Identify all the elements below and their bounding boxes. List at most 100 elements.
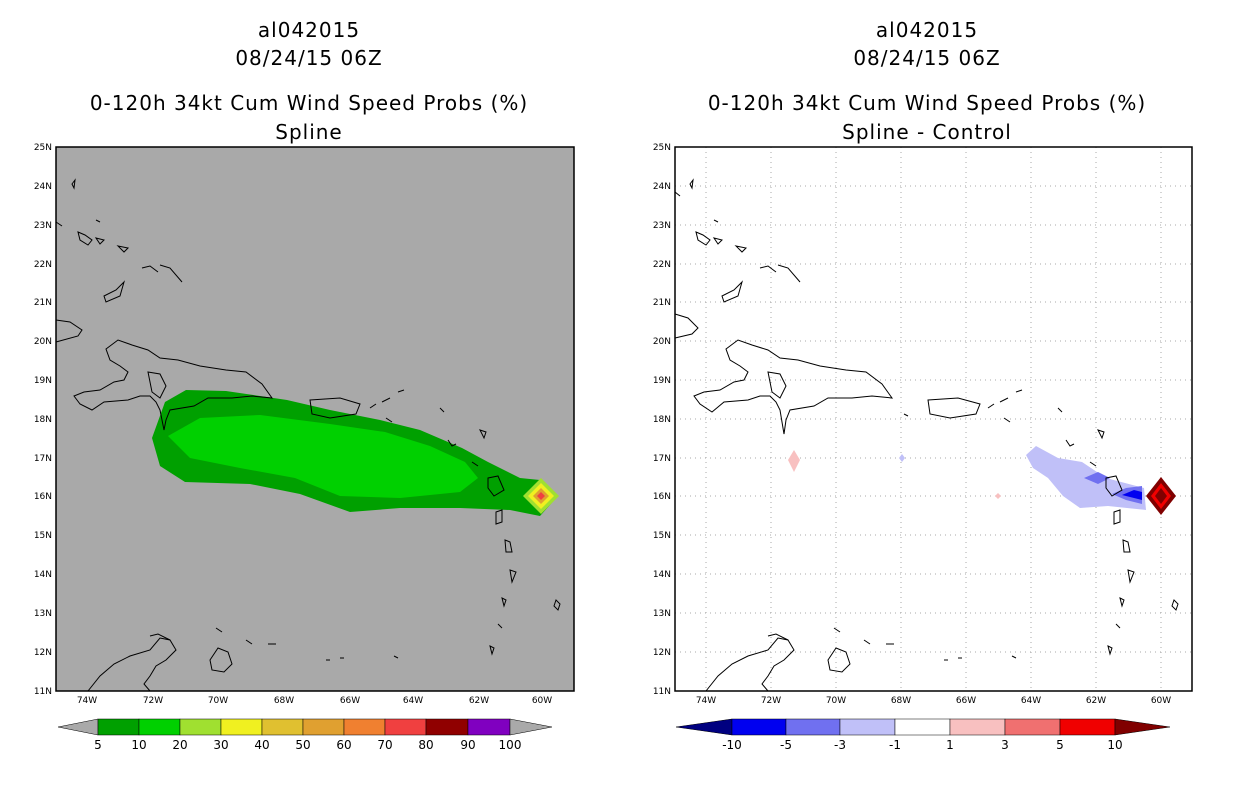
map-svg: 25N 24N 23N 22N 21N 20N 19N 18N 17N 16N … [34, 143, 575, 752]
lon-axis: 74W 72W 70W 68W 66W 64W 62W 60W [77, 696, 552, 706]
colorbar-label: 10 [131, 738, 146, 752]
colorbar-label: -1 [889, 738, 901, 752]
lat-label: 17N [653, 454, 671, 464]
lon-label: 66W [340, 696, 360, 706]
colorbar-label: -5 [780, 738, 792, 752]
lat-label: 15N [34, 531, 52, 541]
lat-label: 16N [34, 492, 52, 502]
lat-label: 24N [653, 182, 671, 192]
lon-label: 72W [761, 696, 781, 706]
colorbar-segment [343, 718, 386, 736]
colorbar-label: -10 [722, 738, 742, 752]
storm-id: al042015 [875, 18, 979, 42]
lon-label: 68W [891, 696, 911, 706]
colorbar-segment [220, 718, 263, 736]
colorbar-label: 70 [377, 738, 392, 752]
lat-label: 17N [34, 454, 52, 464]
lat-label: 16N [653, 492, 671, 502]
colorbar-segment [97, 718, 140, 736]
colorbar-label: 5 [94, 738, 102, 752]
gridlines [675, 147, 1192, 691]
lat-axis: 25N 24N 23N 22N 21N 20N 19N 18N 17N 16N … [34, 143, 52, 697]
storm-id: al042015 [257, 18, 361, 42]
colorbar-label: 20 [172, 738, 187, 752]
colorbar-segment [894, 718, 951, 736]
lon-label: 64W [1021, 696, 1041, 706]
spline-minus-control-panel: al042015 08/24/15 06Z 0-120h 34kt Cum Wi… [618, 0, 1236, 800]
lon-label: 74W [77, 696, 97, 706]
colorbar-label: 60 [336, 738, 351, 752]
lat-label: 18N [653, 415, 671, 425]
lon-label: 64W [403, 696, 423, 706]
colorbar-segment [261, 718, 304, 736]
colorbar-labels: 5 10 20 30 40 50 60 70 80 90 100 [94, 738, 521, 752]
colorbar-segment [949, 718, 1006, 736]
lon-label: 72W [143, 696, 163, 706]
coastlines [674, 178, 1179, 692]
colorbar-max-arrow [1114, 718, 1171, 736]
prob-contour-70 [537, 492, 545, 500]
colorbar-segment [731, 718, 787, 736]
colorbar-segment [179, 718, 222, 736]
colorbar-segment [425, 718, 469, 736]
lat-label: 20N [653, 337, 671, 347]
lat-label: 14N [34, 570, 52, 580]
lon-axis: 74W 72W 70W 68W 66W 64W 62W 60W [696, 696, 1171, 706]
lat-label: 22N [34, 260, 52, 270]
colorbar-segment [384, 718, 427, 736]
colorbar-segment [839, 718, 896, 736]
lat-label: 21N [34, 298, 52, 308]
prob-contour-10 [168, 415, 478, 498]
lat-label: 15N [653, 531, 671, 541]
lon-label: 60W [532, 696, 552, 706]
colorbar [675, 718, 1171, 736]
lat-label: 13N [653, 609, 671, 619]
colorbar-label: 10 [1107, 738, 1122, 752]
lat-label: 11N [34, 687, 52, 697]
colorbar-label: 90 [460, 738, 475, 752]
diff-contour-minus5 [1122, 490, 1142, 500]
colorbar-min-arrow [675, 718, 733, 736]
map-frame [55, 146, 575, 692]
lat-label: 25N [34, 143, 52, 153]
lat-label: 13N [34, 609, 52, 619]
colorbar-label: 30 [213, 738, 228, 752]
lat-label: 19N [653, 376, 671, 386]
lat-label: 23N [34, 221, 52, 231]
colorbar-label: 50 [295, 738, 310, 752]
product-title: 0-120h 34kt Cum Wind Speed Probs (%) [707, 91, 1147, 115]
spline-panel: al042015 08/24/15 06Z 0-120h 34kt Cum Wi… [34, 18, 575, 752]
colorbar-label: 100 [499, 738, 522, 752]
lon-label: 74W [696, 696, 716, 706]
map-frame [674, 146, 1193, 692]
datetime: 08/24/15 06Z [853, 46, 1001, 70]
lat-label: 25N [653, 143, 671, 153]
lon-label: 70W [208, 696, 228, 706]
diff-contour-plus1-a [788, 450, 800, 472]
lat-label: 24N [34, 182, 52, 192]
lat-label: 23N [653, 221, 671, 231]
lon-label: 68W [274, 696, 294, 706]
map-svg: 25N 24N 23N 22N 21N 20N 19N 18N 17N 16N … [653, 143, 1193, 752]
lat-label: 20N [34, 337, 52, 347]
diff-contour-plus10-core [1155, 488, 1167, 504]
coastlines [55, 178, 561, 692]
lon-label: 60W [1151, 696, 1171, 706]
product-title: 0-120h 34kt Cum Wind Speed Probs (%) [89, 91, 529, 115]
colorbar-segment [467, 718, 511, 736]
colorbar-segment [138, 718, 181, 736]
datetime: 08/24/15 06Z [235, 46, 383, 70]
lat-label: 14N [653, 570, 671, 580]
diff-contour-minus3 [1084, 472, 1110, 484]
colorbar-segment [1059, 718, 1116, 736]
lat-label: 12N [34, 648, 52, 658]
lat-label: 21N [653, 298, 671, 308]
colorbar [57, 718, 553, 736]
lon-label: 70W [826, 696, 846, 706]
lat-label: 18N [34, 415, 52, 425]
panel-subtitle: Spline - Control [842, 120, 1012, 144]
colorbar-segment [302, 718, 345, 736]
diff-contour-plus1-b [995, 493, 1001, 499]
colorbar-label: 5 [1056, 738, 1064, 752]
colorbar-label: 40 [254, 738, 269, 752]
